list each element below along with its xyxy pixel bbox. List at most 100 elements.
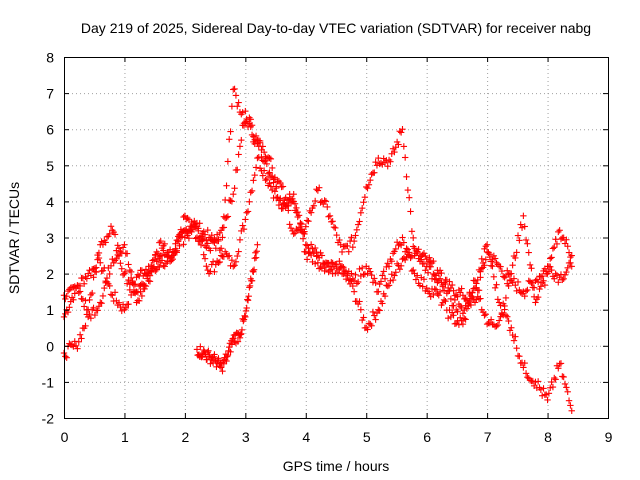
data-point	[537, 273, 545, 281]
data-point	[282, 202, 289, 209]
data-point	[381, 292, 389, 300]
data-point	[502, 312, 510, 319]
data-point	[80, 280, 88, 287]
data-point	[521, 359, 528, 367]
data-point	[226, 136, 233, 143]
data-point	[238, 330, 245, 337]
y-tick-label: 1	[46, 302, 54, 318]
data-point	[365, 265, 373, 272]
data-point	[196, 234, 203, 241]
data-point	[498, 311, 506, 318]
data-point	[352, 271, 359, 278]
data-point	[243, 209, 250, 216]
data-point	[70, 284, 77, 291]
data-point	[136, 297, 143, 305]
data-point	[491, 255, 499, 262]
data-point	[432, 286, 440, 293]
data-point	[172, 245, 179, 252]
data-point	[97, 299, 104, 306]
data-point	[109, 292, 116, 299]
data-point	[462, 295, 469, 302]
data-point	[414, 272, 421, 279]
data-point	[340, 270, 347, 278]
data-point	[375, 306, 382, 313]
data-point	[302, 241, 309, 248]
data-point	[230, 335, 237, 342]
data-point	[264, 170, 272, 177]
data-point	[122, 304, 129, 312]
data-point	[303, 256, 311, 263]
data-point	[356, 218, 363, 225]
data-point	[244, 297, 252, 304]
data-point	[277, 179, 284, 187]
data-point	[529, 284, 536, 291]
data-point	[123, 250, 131, 257]
data-point	[207, 360, 214, 367]
data-point	[242, 216, 249, 223]
data-point	[548, 266, 555, 274]
data-point	[400, 143, 408, 150]
data-point	[553, 240, 561, 248]
data-point	[555, 365, 562, 372]
data-point	[459, 310, 467, 317]
data-point	[183, 230, 190, 237]
data-point	[360, 314, 367, 321]
data-point	[559, 276, 566, 284]
data-point	[250, 177, 257, 184]
data-point	[68, 341, 76, 349]
data-point	[564, 264, 571, 272]
data-point	[74, 345, 81, 352]
data-point	[489, 263, 496, 270]
data-point	[377, 278, 385, 285]
data-point	[235, 248, 242, 255]
data-point	[376, 280, 383, 288]
data-point	[368, 271, 375, 279]
data-point	[213, 363, 220, 371]
data-point	[336, 265, 343, 273]
data-point	[391, 148, 398, 156]
data-point	[508, 270, 515, 277]
data-point	[70, 343, 77, 350]
data-point	[568, 263, 575, 270]
data-point	[448, 309, 456, 316]
data-point	[279, 183, 287, 190]
data-point	[125, 300, 132, 308]
data-point	[369, 279, 377, 286]
data-point	[75, 289, 82, 296]
data-point	[322, 198, 330, 205]
data-point	[458, 285, 465, 292]
data-point	[368, 322, 375, 329]
data-point	[298, 226, 305, 233]
data-point	[334, 269, 342, 277]
data-point	[219, 234, 226, 241]
data-point	[212, 245, 219, 252]
data-point	[228, 256, 236, 264]
data-point	[215, 355, 222, 362]
data-point	[114, 242, 121, 249]
data-point	[356, 298, 363, 305]
data-point	[485, 249, 492, 256]
data-point	[477, 268, 484, 275]
data-point	[236, 236, 244, 244]
data-point	[295, 212, 303, 219]
data-point	[412, 276, 420, 283]
data-point	[548, 378, 555, 386]
y-tick-label: -1	[42, 374, 55, 390]
data-point	[567, 253, 574, 261]
data-point	[156, 263, 163, 271]
data-point	[357, 306, 365, 313]
data-point	[361, 270, 369, 278]
data-point	[134, 289, 142, 296]
data-point	[481, 312, 488, 319]
data-point	[447, 284, 455, 292]
data-point	[70, 296, 77, 303]
data-point	[512, 333, 519, 340]
data-point	[336, 236, 343, 244]
data-point	[121, 241, 128, 248]
data-point	[459, 292, 467, 299]
data-point	[252, 164, 260, 171]
data-point	[563, 384, 570, 391]
data-point	[152, 252, 159, 259]
data-point	[459, 320, 467, 328]
data-point	[486, 319, 493, 327]
